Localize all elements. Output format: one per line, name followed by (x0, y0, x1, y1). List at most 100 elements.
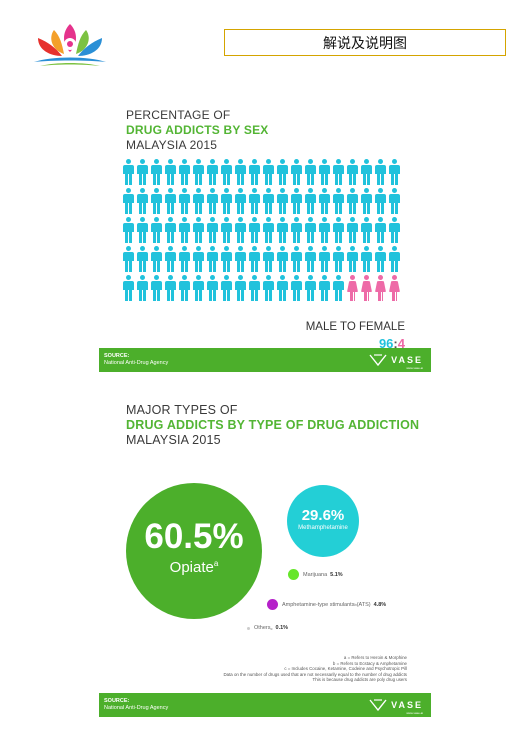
male-figure-icon (291, 217, 302, 244)
heading-line1: MAJOR TYPES OF (126, 403, 238, 417)
male-figure-icon (123, 188, 134, 215)
male-figure-icon (193, 246, 204, 273)
male-figure-icon (235, 159, 246, 186)
ratio-female: 4 (397, 336, 405, 351)
male-figure-icon (179, 217, 190, 244)
footnote: b = Refers to Ecstacy & Amphetamine (332, 660, 407, 666)
male-figure-icon (207, 275, 218, 302)
male-figure-icon (333, 246, 344, 273)
meth-value: 29.6% (301, 507, 345, 524)
male-figure-icon (165, 188, 176, 215)
male-figure-icon (123, 275, 134, 302)
male-figure-icon (193, 275, 204, 302)
ratio-separator: : (393, 336, 398, 351)
male-figure-icon (389, 246, 400, 273)
male-figure-icon (277, 188, 288, 215)
heading-line3: MALAYSIA 2015 (126, 433, 221, 447)
male-figure-icon (361, 188, 372, 215)
male-figure-icon (193, 159, 204, 186)
female-figure-icon (361, 275, 372, 303)
male-figure-icon (249, 246, 260, 273)
male-figure-icon (305, 217, 316, 244)
ats-dot (267, 599, 278, 610)
sex-ratio-infographic: PERCENTAGE OF DRUG ADDICTS BY SEX MALAYS… (99, 96, 431, 372)
male-figure-icon (137, 246, 148, 273)
male-figure-icon (277, 159, 288, 186)
male-figure-icon (277, 246, 288, 273)
male-figure-icon (375, 217, 386, 244)
vase-brand: VASE (369, 352, 423, 368)
heading-line1: PERCENTAGE OF (126, 108, 231, 122)
male-figure-icon (151, 275, 162, 302)
male-figure-icon (263, 246, 274, 273)
male-figure-icon (375, 159, 386, 186)
male-figure-icon (207, 188, 218, 215)
male-figure-icon (319, 159, 330, 186)
male-figure-icon (263, 217, 274, 244)
male-figure-icon (137, 188, 148, 215)
male-figure-icon (123, 246, 134, 273)
male-figure-icon (235, 217, 246, 244)
male-figure-icon (137, 217, 148, 244)
heading-line2: DRUG ADDICTS BY TYPE OF DRUG ADDICTION (126, 418, 420, 432)
female-figure-icon (389, 275, 400, 303)
male-figure-icon (347, 159, 358, 186)
male-figure-icon (193, 188, 204, 215)
others-item: Others c 0.1% (247, 625, 288, 631)
source-label: SOURCE: (104, 698, 130, 704)
ats-footnote-mark: b (354, 602, 357, 607)
male-figure-icon (249, 159, 260, 186)
male-figure-icon (333, 188, 344, 215)
source-bar: SOURCE: National Anti-Drug Agency VASE w… (99, 693, 431, 717)
male-figure-icon (151, 217, 162, 244)
source-value: National Anti-Drug Agency (104, 705, 169, 711)
male-figure-icon (207, 246, 218, 273)
footnote: This is because drug addicts are poly dr… (312, 677, 407, 683)
heading-line2: DRUG ADDICTS BY SEX (126, 123, 269, 137)
meth-label: Methamphetamine (298, 525, 348, 531)
male-figure-icon (193, 217, 204, 244)
ats-value: 4.8% (373, 601, 387, 608)
male-figure-icon (137, 159, 148, 186)
male-figure-icon (263, 188, 274, 215)
male-figure-icon (263, 159, 274, 186)
male-figure-icon (165, 159, 176, 186)
ats-suffix: (ATS) (356, 601, 371, 608)
vase-brand: VASE (369, 697, 423, 713)
male-figure-icon (305, 159, 316, 186)
male-figure-icon (221, 188, 232, 215)
male-figure-icon (221, 246, 232, 273)
male-figure-icon (221, 217, 232, 244)
ats-label: Amphetamine-type stimulants (282, 601, 355, 608)
source-label: SOURCE: (104, 353, 130, 359)
male-figure-icon (249, 217, 260, 244)
male-figure-icon (235, 246, 246, 273)
male-figure-icon (333, 217, 344, 244)
male-figure-icon (151, 246, 162, 273)
ratio-label: MALE TO FEMALE (305, 321, 405, 333)
male-figure-icon (389, 188, 400, 215)
vase-logo-icon (369, 699, 387, 711)
panel1-heading: PERCENTAGE OF DRUG ADDICTS BY SEX MALAYS… (126, 108, 269, 153)
vase-wordmark: VASE (391, 699, 423, 710)
page-title: 解说及说明图 (224, 29, 506, 56)
male-figure-icon (375, 188, 386, 215)
vase-logo-icon (369, 354, 387, 366)
heading-line3: MALAYSIA 2015 (126, 138, 218, 152)
male-figure-icon (277, 275, 288, 302)
male-figure-icon (249, 275, 260, 302)
male-figure-icon (277, 217, 288, 244)
male-figure-icon (305, 275, 316, 302)
male-figure-icon (179, 159, 190, 186)
male-figure-icon (333, 159, 344, 186)
male-figure-icon (361, 159, 372, 186)
male-figure-icon (165, 275, 176, 302)
opiate-bubble: 60.5% Opiatea (126, 483, 262, 619)
male-figure-icon (389, 217, 400, 244)
male-figure-icon (151, 159, 162, 186)
others-label: Others (254, 625, 271, 631)
footnote: Data on the number of drugs used that ar… (223, 671, 407, 677)
ratio-value: 96:4 (379, 336, 405, 351)
male-figure-icon (333, 275, 344, 302)
others-value: 0.1% (275, 625, 289, 631)
